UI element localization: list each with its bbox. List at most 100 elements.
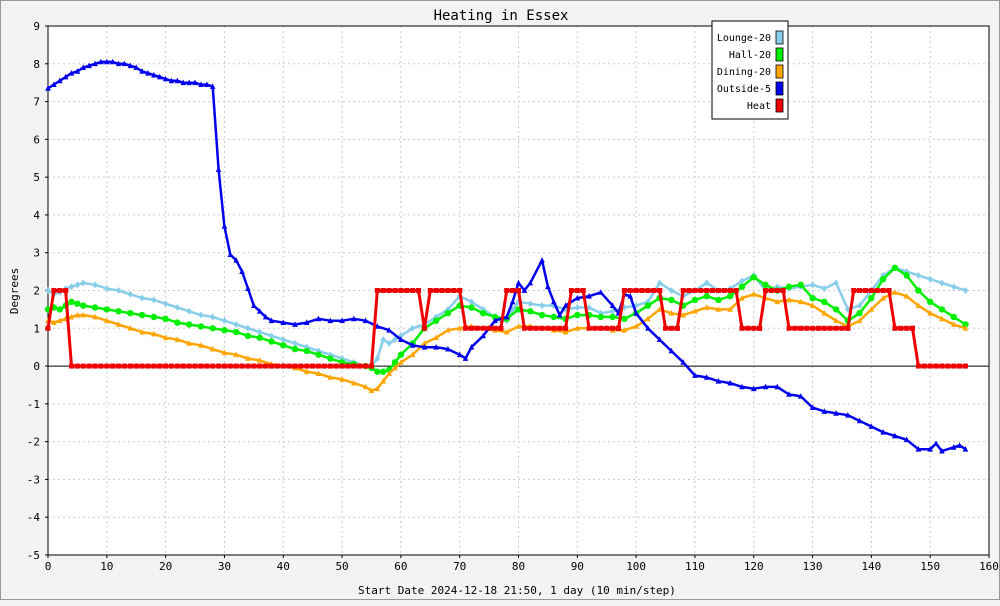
data-point [686,288,692,293]
data-point [563,325,569,331]
data-point [668,347,675,354]
data-point [51,81,57,87]
data-point [121,60,128,67]
data-point [821,325,827,331]
data-point [804,325,810,331]
data-point [727,292,734,300]
legend-swatch [775,81,784,96]
data-point [162,300,169,308]
data-point [797,281,804,289]
data-point [550,313,557,321]
data-point [139,363,145,369]
data-point [645,315,651,322]
data-point [409,324,416,332]
data-point [462,355,469,361]
data-point [197,323,205,330]
data-point [280,363,286,369]
data-point [492,317,498,324]
data-point [557,325,563,331]
data-point [168,77,175,84]
y-tick-label: 7 [33,96,40,109]
data-point [145,363,151,369]
data-point [221,317,228,325]
data-point [703,292,710,300]
data-point [186,340,192,346]
data-point [663,325,669,331]
data-point [315,351,322,358]
data-point [380,368,387,375]
data-point [280,319,287,326]
data-point [832,306,840,313]
data-point [257,363,263,369]
data-point [268,317,275,324]
y-tick-label: 4 [33,209,40,222]
data-point [339,317,345,324]
data-point [592,325,598,331]
data-point [845,325,851,331]
data-point [574,304,581,311]
data-point [115,308,122,315]
data-point [645,325,651,331]
data-point [580,288,586,293]
data-point [892,289,898,295]
data-point [221,223,228,229]
data-point [492,325,498,331]
data-point [104,317,110,324]
data-point [798,393,804,399]
data-point [286,363,292,369]
data-point [386,340,392,347]
data-point [739,383,745,390]
data-point [327,351,334,359]
data-point [597,313,605,321]
data-point [657,288,663,293]
data-point [527,325,533,331]
data-point [727,288,733,293]
x-tick-label: 120 [744,560,764,573]
data-point [180,79,187,86]
data-point [351,315,357,322]
data-point [962,321,969,328]
data-point [327,374,334,380]
data-point [750,274,757,281]
data-point [174,77,181,84]
data-point [821,285,828,293]
data-point [750,385,757,392]
data-point [156,73,163,80]
data-point [209,313,216,321]
data-point [392,336,398,344]
data-point [715,306,722,312]
data-point [503,328,510,335]
x-tick-label: 40 [277,560,290,573]
data-point [509,298,516,305]
data-point [292,363,298,369]
data-point [374,288,380,293]
data-point [745,325,751,331]
y-tick-label: -1 [27,398,40,411]
data-point [786,391,792,397]
data-point [898,325,904,331]
data-point [386,288,392,293]
data-point [68,70,75,76]
data-point [303,347,310,355]
x-tick-label: 160 [979,560,999,573]
data-point [427,288,433,293]
data-point [151,363,157,369]
data-point [698,288,704,293]
data-point [292,321,298,327]
data-point [727,379,734,386]
series-layer [44,58,969,454]
data-point [950,313,957,321]
data-point [409,351,416,358]
data-point [751,325,757,331]
data-point [503,313,510,320]
data-point [680,359,686,365]
data-point [68,298,75,306]
data-point [515,298,522,306]
data-point [545,325,551,331]
data-point [127,290,134,298]
data-point [939,447,945,454]
data-point [139,328,145,335]
data-point [551,325,557,331]
data-point [639,288,645,293]
x-tick-label: 90 [571,560,584,573]
